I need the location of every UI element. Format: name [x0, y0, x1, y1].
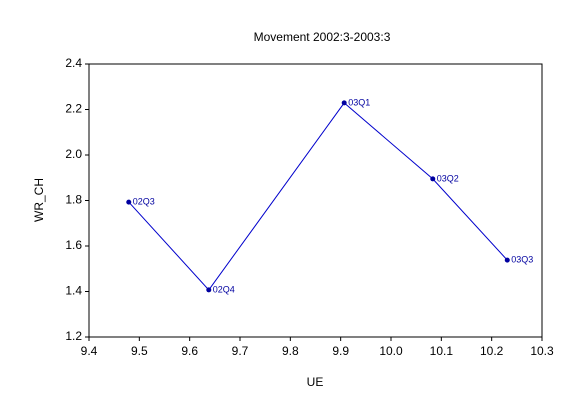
x-axis-label: UE [307, 375, 324, 389]
y-tick-label: 1.4 [65, 284, 82, 298]
y-tick-label: 1.2 [65, 329, 82, 343]
x-tick-label: 10.3 [530, 344, 554, 358]
x-tick-label: 9.8 [282, 344, 299, 358]
y-tick-label: 1.8 [65, 193, 82, 207]
x-tick-label: 9.7 [232, 344, 249, 358]
x-tick-label: 10.1 [430, 344, 454, 358]
x-tick-label: 9.9 [332, 344, 349, 358]
line [128, 102, 508, 291]
point-label: 03Q2 [437, 173, 459, 183]
point [206, 287, 212, 293]
x-tick-label: 10.2 [480, 344, 504, 358]
chart-title: Movement 2002:3-2003:3 [254, 30, 391, 44]
point-label: 02Q4 [213, 284, 235, 294]
point-label: 03Q1 [348, 97, 370, 107]
point-label: 03Q3 [511, 254, 533, 264]
point-label: 02Q3 [133, 196, 155, 206]
y-tick-label: 2.0 [65, 147, 82, 161]
x-tick-label: 10.0 [379, 344, 403, 358]
point [126, 199, 132, 205]
y-tick-label: 2.2 [65, 102, 82, 116]
plot-frame [88, 63, 543, 338]
point [430, 176, 436, 182]
y-tick-label: 2.4 [65, 56, 82, 70]
point [341, 100, 347, 106]
y-tick-label: 1.6 [65, 238, 82, 252]
y-axis-label: WR_CH [32, 178, 46, 222]
x-tick-label: 9.6 [181, 344, 198, 358]
point [504, 257, 510, 263]
x-tick-label: 9.5 [131, 344, 148, 358]
x-tick-label: 9.4 [81, 344, 98, 358]
